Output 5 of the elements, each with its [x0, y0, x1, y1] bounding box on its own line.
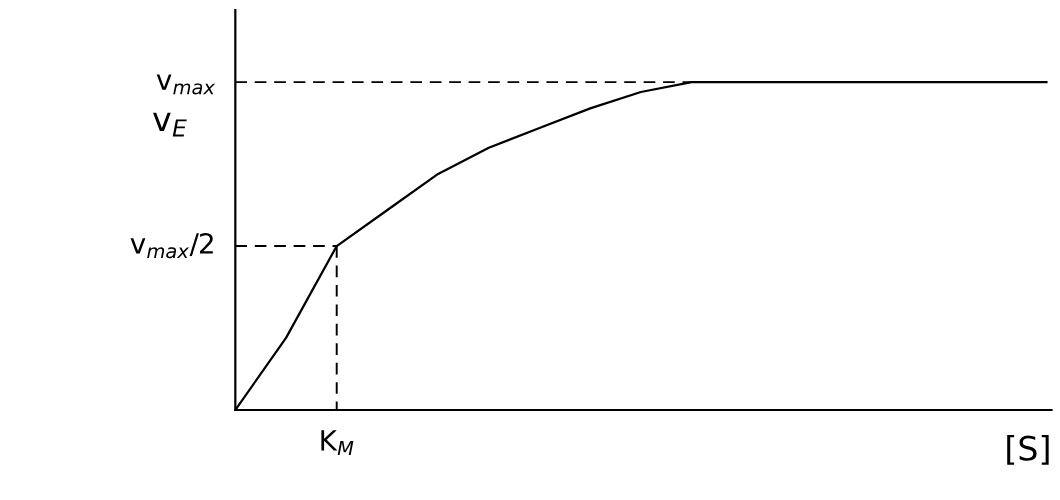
y-axis-title: v$_{E}$ — [153, 112, 187, 137]
ref-line-label: v$_{max}$ — [156, 74, 216, 95]
x-axis-title: [S] — [1007, 435, 1049, 465]
ref-line-label: v$_{max}$/2 — [130, 232, 213, 259]
text: K$_{M}$ — [321, 430, 354, 456]
